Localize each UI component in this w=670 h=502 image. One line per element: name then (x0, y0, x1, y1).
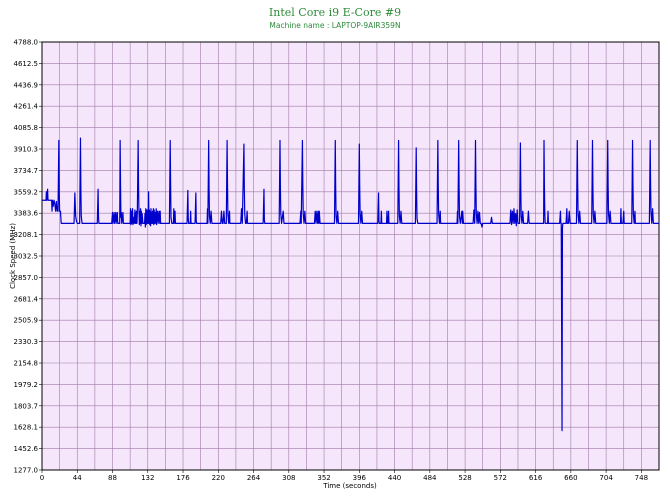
x-tick-label: 88 (108, 474, 117, 482)
y-tick-label: 3208.1 (14, 231, 39, 239)
y-tick-label: 4436.9 (14, 81, 39, 89)
y-tick-label: 3734.7 (14, 167, 39, 175)
y-tick-label: 3383.6 (14, 210, 39, 218)
y-tick-label: 1979.2 (14, 381, 39, 389)
x-tick-label: 704 (599, 474, 613, 482)
chart-subtitle: Machine name : LAPTOP-9AIR359N (269, 21, 400, 30)
x-axis-label: Time (seconds) (322, 482, 377, 490)
y-tick-label: 2154.8 (14, 359, 39, 367)
x-tick-label: 176 (176, 474, 190, 482)
x-tick-label: 0 (40, 474, 44, 482)
grid-lines (41, 41, 660, 471)
x-tick-label: 484 (423, 474, 437, 482)
y-axis-label: Clock Speed (MHz) (9, 223, 17, 289)
y-tick-label: 4261.4 (14, 103, 39, 111)
y-tick-label: 1452.6 (14, 445, 39, 453)
x-tick-label: 396 (353, 474, 367, 482)
y-axis-ticks: 1277.0 1452.6 1628.1 1803.7 1979.2 2154.8 2330… (14, 39, 42, 475)
y-tick-label: 3032.5 (14, 253, 39, 261)
x-tick-label: 528 (458, 474, 471, 482)
x-tick-label: 748 (635, 474, 648, 482)
x-tick-label: 44 (73, 474, 82, 482)
y-tick-label: 2330.3 (14, 338, 39, 346)
x-tick-label: 660 (564, 474, 577, 482)
y-tick-label: 1277.0 (14, 467, 39, 475)
x-tick-label: 132 (141, 474, 154, 482)
x-tick-label: 220 (212, 474, 225, 482)
y-tick-label: 4085.8 (14, 124, 39, 132)
y-tick-label: 4612.5 (14, 60, 39, 68)
y-tick-label: 2857.0 (14, 274, 39, 282)
y-tick-label: 2505.9 (14, 317, 39, 325)
y-tick-label: 2681.4 (14, 295, 39, 303)
y-tick-label: 1803.7 (14, 402, 39, 410)
y-tick-label: 4788.0 (14, 39, 39, 47)
x-tick-label: 616 (529, 474, 543, 482)
x-tick-label: 264 (247, 474, 261, 482)
x-tick-label: 572 (494, 474, 507, 482)
y-tick-label: 3910.3 (14, 145, 39, 153)
x-tick-label: 352 (317, 474, 330, 482)
x-axis-ticks: 0 44 88 132 176 220 264 308 352 396 440 484 528 572 61… (40, 470, 648, 482)
x-tick-label: 440 (388, 474, 401, 482)
x-tick-label: 308 (282, 474, 295, 482)
y-tick-label: 3559.2 (14, 188, 39, 196)
y-tick-label: 1628.1 (14, 424, 39, 432)
clock-speed-series-line (42, 137, 659, 432)
chart-title: Intel Core i9 E-Core #9 (269, 6, 401, 19)
